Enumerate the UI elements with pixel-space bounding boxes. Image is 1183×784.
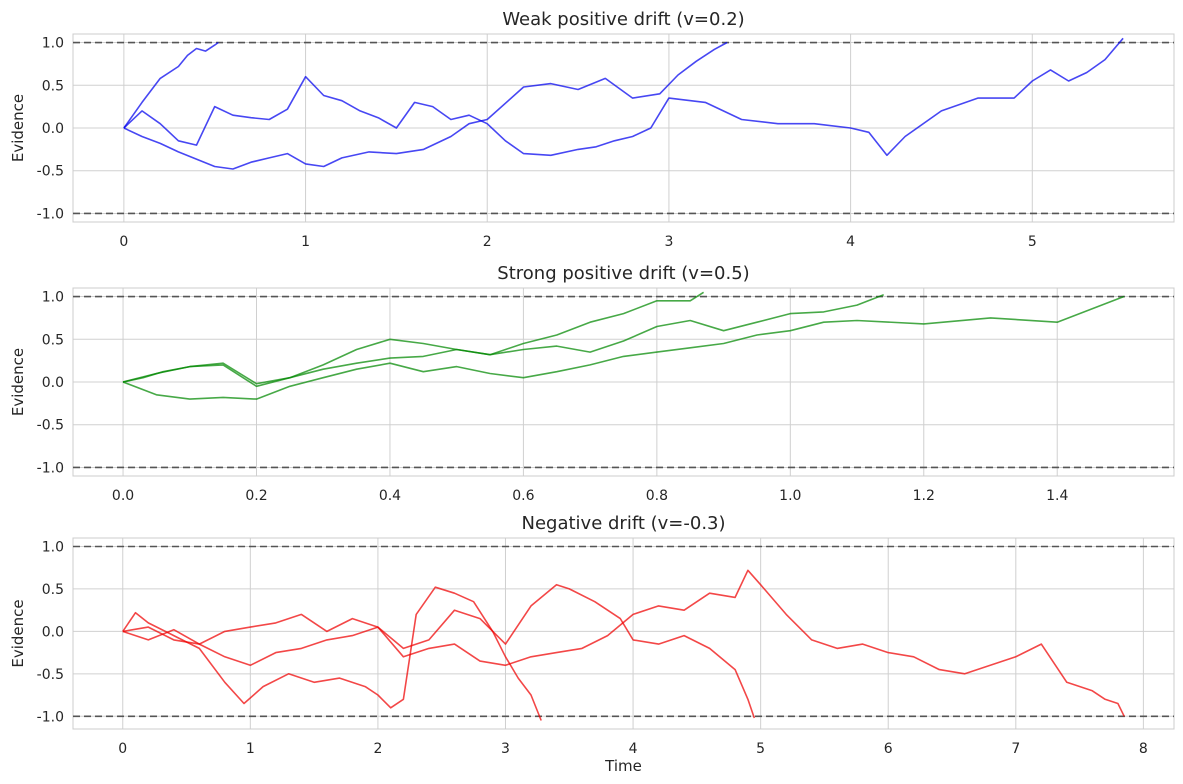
chart-title: Strong positive drift (v=0.5) [497,263,749,284]
y-tick-label: -1.0 [37,709,64,725]
y-tick-label: -0.5 [37,667,64,683]
y-tick-label: 0.5 [42,78,64,94]
x-tick-label: 1 [301,234,310,250]
series-line-3 [123,37,1124,157]
y-axis-label: Evidence [9,348,27,416]
y-tick-label: 1.0 [42,36,64,52]
chart-2: 0.0 0.2 0.4 0.6 0.8 1.0 1.2 1.4 -1.0 -0.5 0.0 0.5 1.… [9,263,1175,504]
x-tick-label: 0.0 [112,488,134,504]
y-tick-label: 0.0 [42,375,64,391]
x-tick-label: 2 [483,234,492,250]
y-tick-label: 0.5 [42,332,64,348]
series-line-1 [122,586,542,721]
chart-title: Weak positive drift (v=0.2) [502,9,744,30]
x-tick-label: 0 [118,741,127,757]
chart-title: Negative drift (v=-0.3) [521,513,725,534]
y-axis-label: Evidence [9,94,27,162]
x-tick-label: 6 [884,741,893,757]
x-tick-label: 5 [1028,234,1037,250]
y-tick-label: 1.0 [42,539,64,555]
series-line-2 [122,294,884,385]
x-tick-label: 4 [629,741,638,757]
x-tick-label: 0.2 [245,488,267,504]
plot-frame [72,287,1175,477]
chart-3: 0 1 2 3 4 5 6 7 8 -1.0 -0.5 0.0 0.5 1.0 Negative drift… [9,513,1175,775]
x-tick-label: 1.4 [1046,488,1068,504]
x-tick-label: 4 [846,234,855,250]
x-tick-label: 1.2 [913,488,935,504]
x-tick-label: 3 [501,741,510,757]
x-tick-label: 5 [756,741,765,757]
x-tick-label: 3 [664,234,673,250]
y-tick-label: 0.0 [42,121,64,137]
x-tick-label: 7 [1011,741,1020,757]
y-tick-label: 0.0 [42,624,64,640]
series-line-3 [122,295,1125,400]
y-tick-label: 0.5 [42,582,64,598]
series-line-2 [122,583,756,719]
x-tick-label: 2 [373,741,382,757]
x-tick-label: 8 [1139,741,1148,757]
x-tick-label: 0.8 [646,488,668,504]
series-line-3 [122,569,1125,717]
x-tick-label: 0.6 [512,488,534,504]
y-tick-label: -0.5 [37,418,64,434]
x-tick-label: 1 [246,741,255,757]
plot-frame [72,33,1175,223]
y-axis-label: Evidence [9,599,27,667]
x-axis-label: Time [604,757,642,775]
series-line-2 [123,41,728,170]
x-tick-label: 1.0 [779,488,801,504]
y-tick-label: 1.0 [42,290,64,306]
chart-1: 0 1 2 3 4 5 -1.0 -0.5 0.0 0.5 1.0 Weak positive dri… [9,9,1175,250]
series-line-1 [123,41,219,129]
x-tick-label: 0 [119,234,128,250]
y-tick-label: -0.5 [37,164,64,180]
x-tick-label: 0.4 [379,488,401,504]
y-tick-label: -1.0 [37,206,64,222]
plot-frame [72,537,1175,730]
y-tick-label: -1.0 [37,460,64,476]
